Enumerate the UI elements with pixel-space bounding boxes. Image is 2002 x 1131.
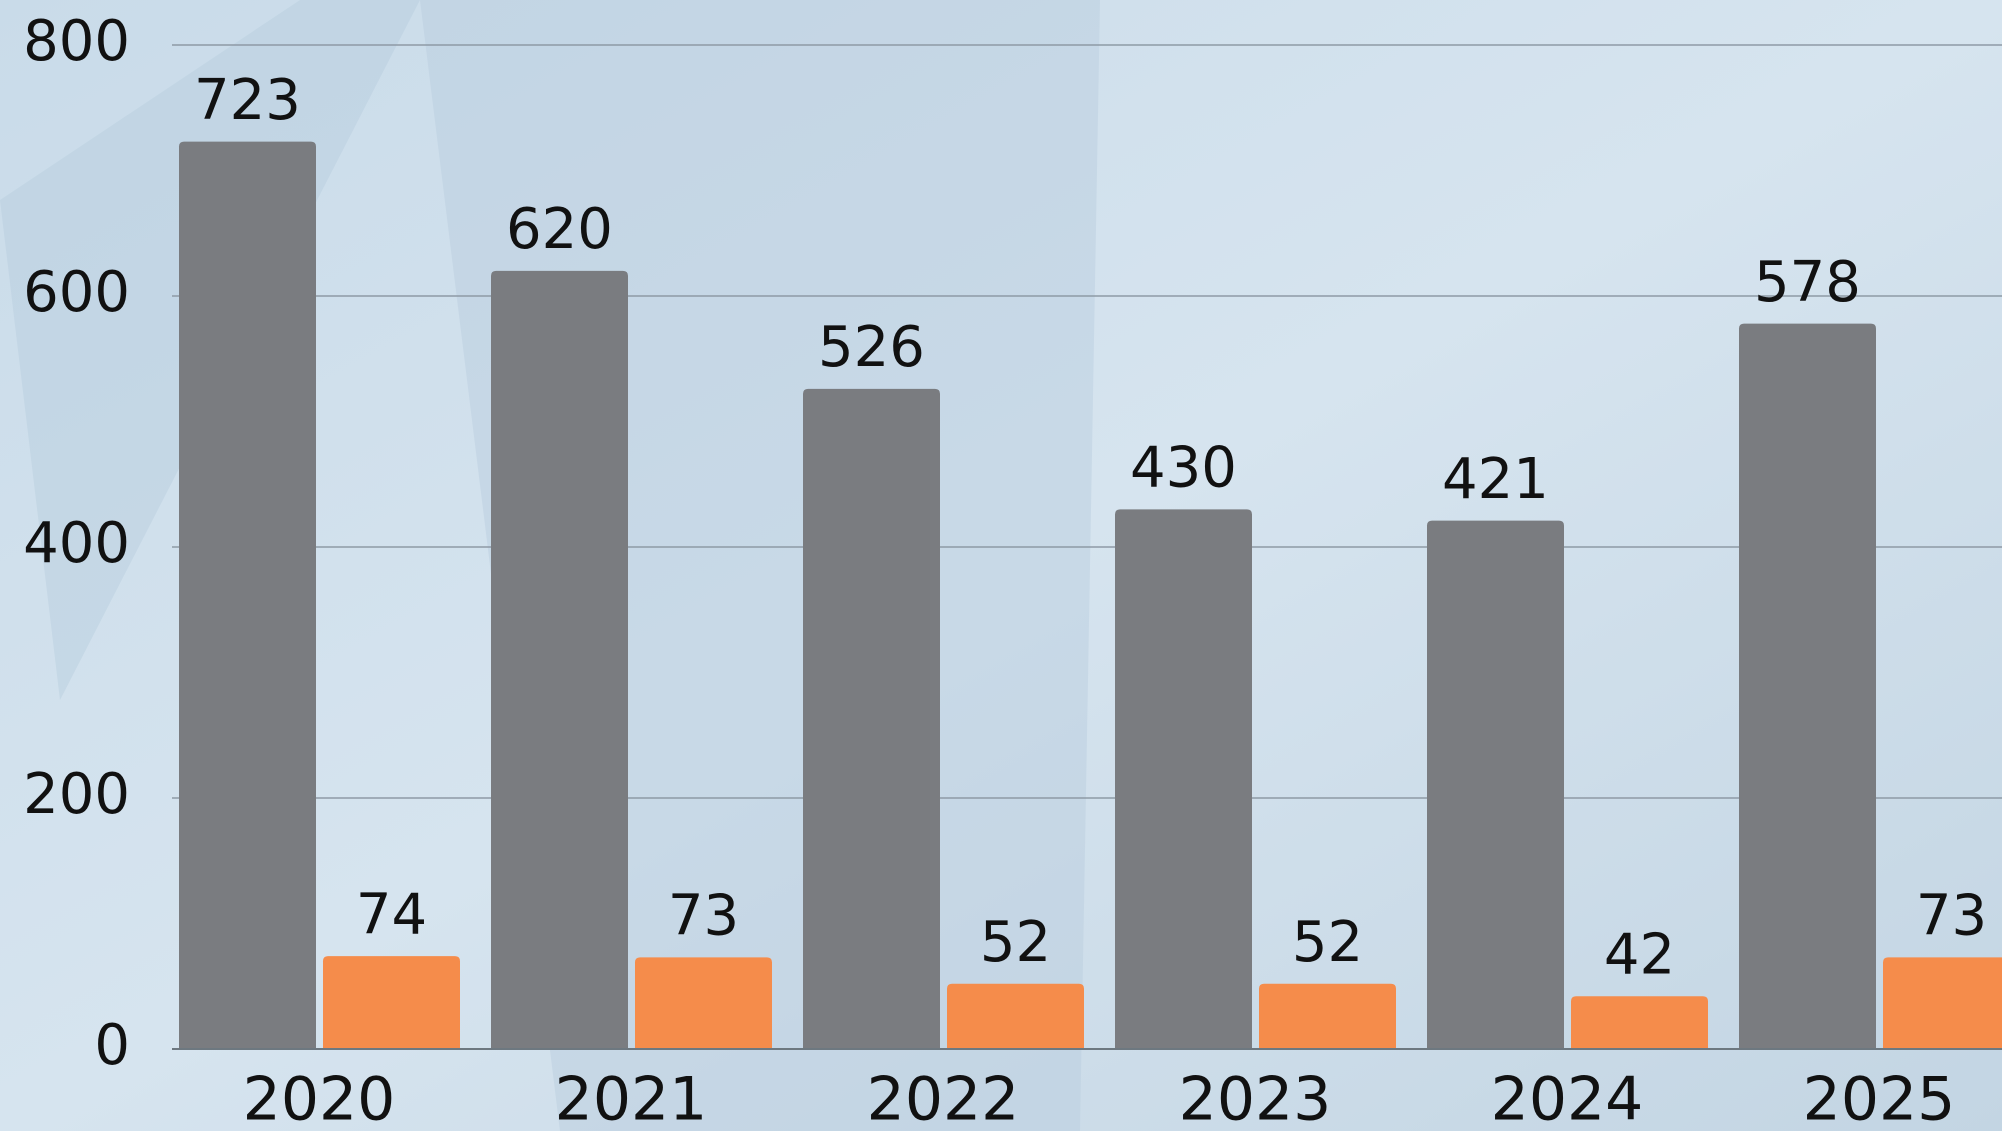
page: 0 200 400 600 800 2020 2021 2022 2023 2024 2025 723… xyxy=(0,0,2002,1131)
data-label: 74 xyxy=(356,882,427,947)
data-label: 52 xyxy=(980,910,1051,975)
bar xyxy=(179,142,316,1049)
x-tick-label: 2021 xyxy=(555,1065,708,1131)
data-label: 421 xyxy=(1442,447,1549,512)
bar xyxy=(803,389,940,1049)
x-tick-label: 2022 xyxy=(867,1065,1020,1131)
bar xyxy=(1427,521,1564,1049)
bar xyxy=(1739,324,1876,1049)
y-tick-label: 800 xyxy=(23,9,130,74)
data-label: 578 xyxy=(1754,250,1861,315)
y-tick-label: 200 xyxy=(23,762,130,827)
bar xyxy=(1571,996,1708,1049)
y-tick-label: 600 xyxy=(23,260,130,325)
bar xyxy=(947,984,1084,1049)
x-tick-label: 2024 xyxy=(1491,1065,1644,1131)
bar xyxy=(1883,957,2002,1049)
y-tick-label: 400 xyxy=(23,511,130,576)
bar xyxy=(1115,509,1252,1049)
chart: 0 200 400 600 800 2020 2021 2022 2023 2024 2025 723… xyxy=(0,0,2002,1131)
bar xyxy=(491,271,628,1049)
bar xyxy=(635,957,772,1049)
y-tick-label: 0 xyxy=(94,1013,130,1078)
data-label: 42 xyxy=(1604,922,1675,987)
data-label: 526 xyxy=(818,315,925,380)
x-tick-label: 2020 xyxy=(243,1065,396,1131)
bar xyxy=(1259,984,1396,1049)
data-label: 723 xyxy=(194,68,301,133)
data-label: 73 xyxy=(1916,884,1987,949)
data-label: 52 xyxy=(1292,910,1363,975)
data-label: 620 xyxy=(506,197,613,262)
bar xyxy=(323,956,460,1049)
x-tick-label: 2025 xyxy=(1803,1065,1956,1131)
data-label: 73 xyxy=(668,884,739,949)
data-label: 430 xyxy=(1130,435,1237,500)
x-tick-label: 2023 xyxy=(1179,1065,1332,1131)
